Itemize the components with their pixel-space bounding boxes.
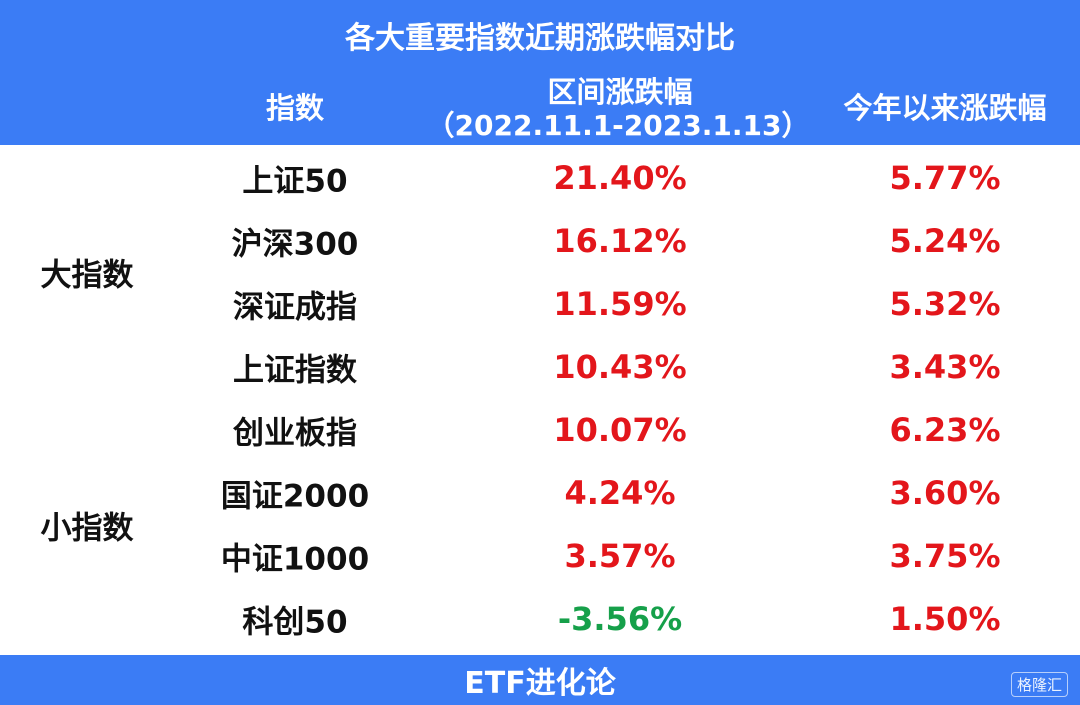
column-header: 区间涨跌幅 [547, 75, 693, 109]
change-value: 3.57% [564, 537, 676, 575]
column-header: 今年以来涨跌幅 [843, 91, 1047, 125]
group-label: 小指数 [40, 510, 134, 547]
change-value: 21.40% [553, 159, 687, 197]
change-value: 11.59% [553, 285, 687, 323]
index-name: 深证成指 [233, 289, 357, 326]
index-name: 中证1000 [220, 541, 370, 578]
change-value: 6.23% [889, 411, 1001, 449]
index-name: 上证50 [242, 163, 348, 200]
change-value: 16.12% [553, 222, 687, 260]
watermark: 格隆汇 [1010, 672, 1068, 697]
footer-band [0, 655, 1080, 705]
change-value: 3.60% [889, 474, 1001, 512]
change-value: 5.24% [889, 222, 1001, 260]
index-name: 上证指数 [233, 352, 357, 389]
change-value: 10.07% [553, 411, 687, 449]
group-label: 大指数 [40, 257, 134, 294]
change-value: 1.50% [889, 600, 1001, 638]
column-header: 指数 [265, 91, 325, 125]
change-value: 4.24% [564, 474, 676, 512]
footer: ETF进化论 [464, 666, 616, 701]
index-name: 科创50 [242, 604, 348, 641]
change-value: 10.43% [553, 348, 687, 386]
change-value: 5.77% [889, 159, 1001, 197]
title: 各大重要指数近期涨跌幅对比 [345, 21, 735, 56]
change-value: 3.75% [889, 537, 1001, 575]
change-value: -3.56% [557, 600, 683, 638]
index-name: 沪深300 [231, 226, 359, 263]
column-subheader: （2022.11.1-2023.1.13） [426, 109, 810, 142]
header-band [0, 0, 1080, 145]
change-value: 5.32% [889, 285, 1001, 323]
index-name: 创业板指 [233, 415, 357, 452]
index-name: 国证2000 [220, 478, 370, 515]
change-value: 3.43% [889, 348, 1001, 386]
